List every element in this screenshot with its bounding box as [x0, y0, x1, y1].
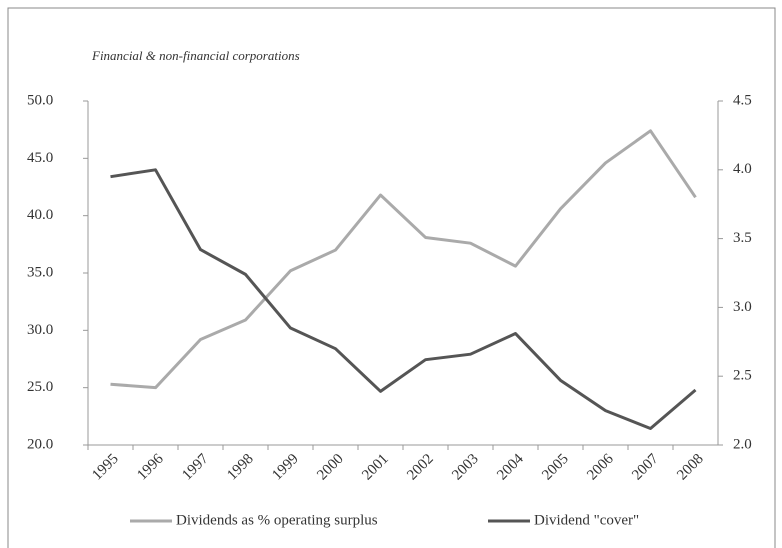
y2-tick-label: 2.0	[733, 436, 752, 452]
x-tick-label: 1997	[179, 451, 212, 484]
y-tick-label: 40.0	[27, 207, 53, 223]
x-tick-label: 2001	[359, 451, 392, 484]
y2-tick-label: 3.5	[733, 230, 752, 246]
x-tick-label: 2004	[494, 451, 527, 484]
y-tick-label: 25.0	[27, 379, 53, 395]
x-tick-label: 2002	[404, 451, 437, 484]
x-tick-label: 2003	[449, 451, 482, 484]
y-tick-label: 20.0	[27, 436, 53, 452]
x-tick-label: 2006	[584, 451, 617, 484]
x-tick-label: 1996	[134, 451, 167, 484]
x-tick-label: 2005	[539, 451, 572, 484]
x-tick-label: 2000	[314, 451, 347, 484]
legend-label: Dividends as % operating surplus	[176, 512, 378, 528]
y2-tick-label: 3.0	[733, 299, 752, 315]
y-tick-label: 35.0	[27, 264, 53, 280]
x-tick-label: 2008	[674, 451, 707, 484]
series-line	[110, 129, 697, 390]
y2-tick-label: 4.5	[733, 92, 752, 108]
x-tick-label: 2007	[629, 451, 662, 484]
y2-tick-label: 2.5	[733, 368, 752, 384]
x-tick-label: 1998	[224, 451, 257, 484]
y-tick-label: 30.0	[27, 322, 53, 338]
chart-subtitle: Financial & non-financial corporations	[91, 48, 300, 63]
series-line	[110, 168, 697, 430]
chart-frame	[7, 7, 776, 548]
y2-tick-label: 4.0	[733, 161, 752, 177]
legend-label: Dividend "cover"	[534, 512, 639, 528]
x-tick-label: 1995	[89, 451, 122, 484]
y-tick-label: 45.0	[27, 150, 53, 166]
x-tick-label: 1999	[269, 451, 302, 484]
y-tick-label: 50.0	[27, 92, 53, 108]
